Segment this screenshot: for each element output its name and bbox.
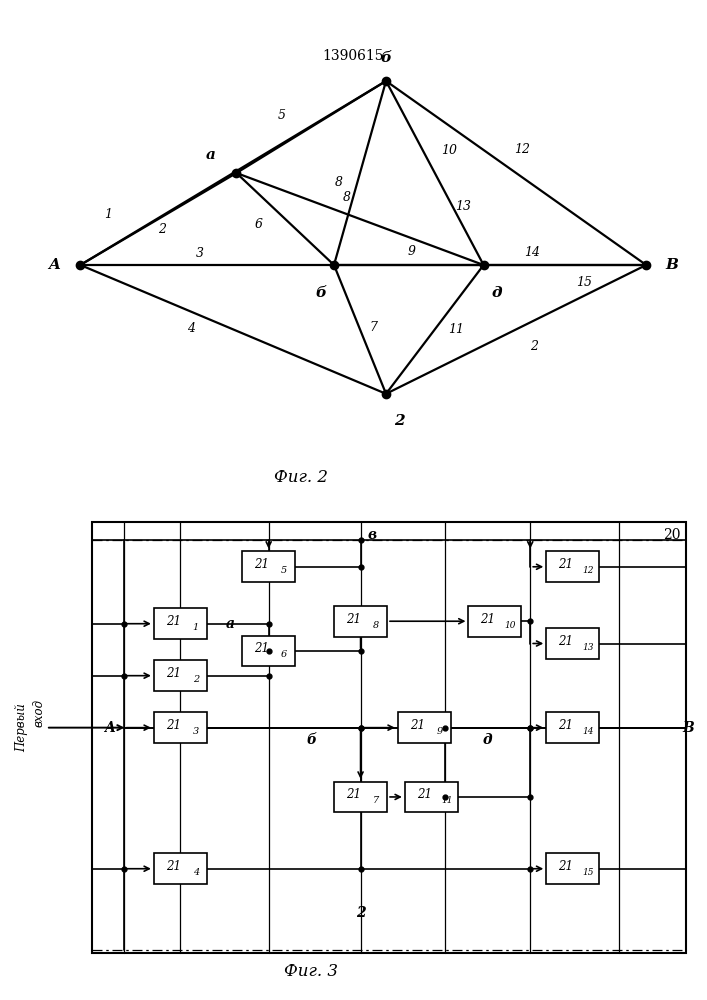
Text: 11: 11 <box>441 796 452 805</box>
Text: a: a <box>206 148 216 162</box>
FancyBboxPatch shape <box>334 782 387 812</box>
FancyBboxPatch shape <box>468 606 521 637</box>
Text: 21: 21 <box>558 558 573 571</box>
Text: 20: 20 <box>663 528 680 542</box>
FancyBboxPatch shape <box>242 551 296 582</box>
Text: 7: 7 <box>373 796 379 805</box>
Text: 4: 4 <box>193 868 199 877</box>
FancyBboxPatch shape <box>154 608 206 639</box>
Text: B: B <box>682 721 694 735</box>
Text: 21: 21 <box>558 635 573 648</box>
Text: 3: 3 <box>195 247 204 260</box>
Text: 8: 8 <box>373 621 379 630</box>
FancyBboxPatch shape <box>154 853 206 884</box>
Text: 2: 2 <box>193 675 199 684</box>
Text: 2: 2 <box>356 906 366 920</box>
Text: 2: 2 <box>530 340 538 353</box>
Text: 7: 7 <box>370 321 378 334</box>
Text: 21: 21 <box>409 719 425 732</box>
Text: 21: 21 <box>254 642 269 655</box>
Text: B: B <box>666 258 679 272</box>
Text: б: б <box>380 51 392 65</box>
Text: 2: 2 <box>394 414 404 428</box>
Text: 21: 21 <box>165 860 181 873</box>
FancyBboxPatch shape <box>547 551 600 582</box>
Text: Фиг. 3: Фиг. 3 <box>284 963 338 980</box>
Text: 9: 9 <box>437 727 443 736</box>
Text: Фиг. 2: Фиг. 2 <box>274 469 329 486</box>
Text: 6: 6 <box>281 650 287 659</box>
Text: 3: 3 <box>193 727 199 736</box>
Text: 11: 11 <box>448 323 464 336</box>
Text: 21: 21 <box>165 667 181 680</box>
Text: 21: 21 <box>165 719 181 732</box>
Text: 2: 2 <box>158 223 167 236</box>
Text: A: A <box>105 721 115 735</box>
Text: 12: 12 <box>515 143 531 156</box>
Text: 8: 8 <box>343 191 351 204</box>
Text: 21: 21 <box>165 615 181 628</box>
Text: 1390615: 1390615 <box>323 49 384 63</box>
Text: 13: 13 <box>583 643 594 652</box>
Text: в: в <box>368 528 377 542</box>
Text: 14: 14 <box>525 246 540 259</box>
Text: 10: 10 <box>505 621 516 630</box>
Text: 8: 8 <box>335 176 343 189</box>
Text: 21: 21 <box>346 613 361 626</box>
Text: 9: 9 <box>408 245 416 258</box>
FancyBboxPatch shape <box>334 606 387 637</box>
FancyBboxPatch shape <box>547 853 600 884</box>
Text: 4: 4 <box>187 322 194 335</box>
Text: 13: 13 <box>455 200 471 213</box>
Text: Первый: Первый <box>15 703 28 752</box>
Text: д: д <box>491 286 502 300</box>
Text: 15: 15 <box>576 276 592 289</box>
FancyBboxPatch shape <box>397 712 451 743</box>
FancyBboxPatch shape <box>242 636 296 666</box>
Text: 5: 5 <box>281 566 287 575</box>
Text: б: б <box>306 733 316 747</box>
Text: a: a <box>226 617 235 631</box>
Text: д: д <box>483 733 493 747</box>
Text: 21: 21 <box>254 558 269 571</box>
Text: 12: 12 <box>583 566 594 575</box>
Text: 21: 21 <box>416 788 432 801</box>
Text: 14: 14 <box>583 727 594 736</box>
FancyBboxPatch shape <box>547 628 600 659</box>
Text: 1: 1 <box>193 623 199 632</box>
Text: 1: 1 <box>104 208 112 221</box>
Text: A: A <box>48 258 60 272</box>
FancyBboxPatch shape <box>154 660 206 691</box>
FancyBboxPatch shape <box>404 782 458 812</box>
Text: б: б <box>315 286 327 300</box>
Text: 6: 6 <box>255 218 262 231</box>
FancyBboxPatch shape <box>547 712 600 743</box>
Text: 21: 21 <box>346 788 361 801</box>
Text: 21: 21 <box>558 719 573 732</box>
Text: вход: вход <box>33 699 45 727</box>
Text: 21: 21 <box>480 613 496 626</box>
Text: 15: 15 <box>583 868 594 877</box>
Text: 10: 10 <box>441 144 457 157</box>
Text: 21: 21 <box>558 860 573 873</box>
Text: 5: 5 <box>278 109 286 122</box>
FancyBboxPatch shape <box>154 712 206 743</box>
